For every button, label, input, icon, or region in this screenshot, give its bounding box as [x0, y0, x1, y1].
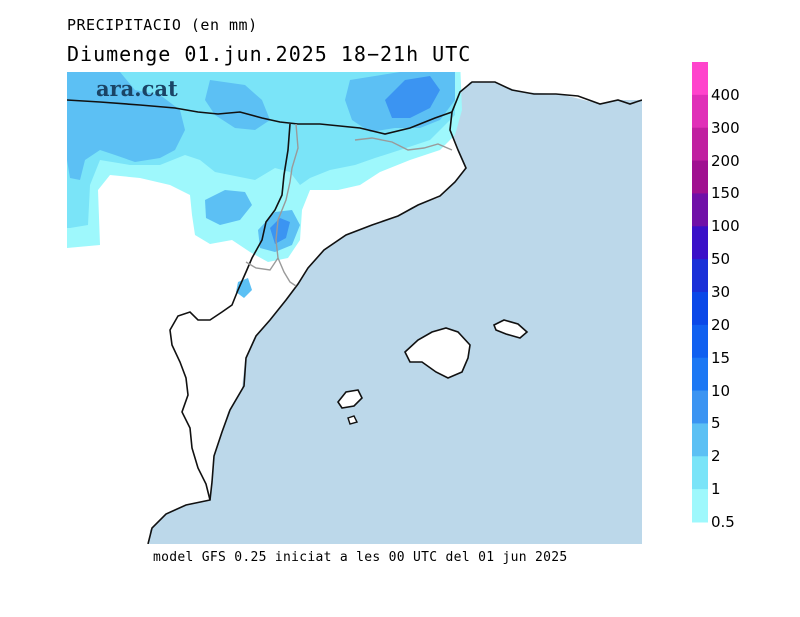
legend-swatch-200 — [692, 127, 708, 162]
legend-label-5: 5 — [711, 414, 721, 433]
legend-swatch-30 — [692, 259, 708, 293]
ara-cat-logo: ara.cat — [96, 76, 178, 101]
legend-swatch-150 — [692, 160, 708, 194]
legend-swatch-10 — [692, 357, 708, 392]
precip-shading — [67, 72, 462, 298]
legend-swatch-20 — [692, 292, 708, 326]
legend-label-1: 1 — [711, 480, 721, 499]
island-mallorca — [404, 327, 471, 379]
legend-colorbar — [692, 62, 708, 523]
legend-label-15: 15 — [711, 348, 731, 367]
legend-swatch-100 — [692, 193, 708, 227]
island-eivissa — [337, 389, 363, 409]
legend-label-20: 20 — [711, 315, 731, 334]
legend-swatch-400 — [692, 62, 708, 96]
legend-label-150: 150 — [711, 184, 740, 203]
legend-label-200: 200 — [711, 151, 740, 170]
legend-swatch-0.5 — [692, 489, 708, 523]
map-title: PRECIPITACIO (en mm) — [67, 16, 258, 34]
model-info-footer: model GFS 0.25 iniciat a les 00 UTC del … — [153, 550, 568, 565]
regional-border-grey-north — [354, 137, 453, 151]
legend-swatch-300 — [692, 94, 708, 129]
legend-label-10: 10 — [711, 381, 731, 400]
legend-label-100: 100 — [711, 217, 740, 236]
legend-swatch-5 — [692, 390, 708, 424]
legend-label-2: 2 — [711, 447, 721, 466]
legend-label-300: 300 — [711, 118, 740, 137]
legend-label-0.5: 0.5 — [711, 513, 735, 531]
legend-swatch-50 — [692, 226, 708, 260]
legend-swatch-15 — [692, 324, 708, 359]
regional-border-west — [169, 123, 291, 501]
legend-label-400: 400 — [711, 85, 740, 104]
legend-label-30: 30 — [711, 283, 731, 301]
island-formentera — [347, 415, 359, 425]
island-menorca — [492, 319, 529, 339]
coastline — [147, 81, 642, 544]
legend-swatch-1 — [692, 456, 708, 490]
map-subtitle: Diumenge 01.jun.2025 18−21h UTC — [67, 42, 472, 66]
legend-label-50: 50 — [711, 250, 731, 269]
regional-border-grey — [245, 123, 299, 287]
national-border — [67, 99, 453, 135]
legend-swatch-2 — [692, 423, 708, 457]
